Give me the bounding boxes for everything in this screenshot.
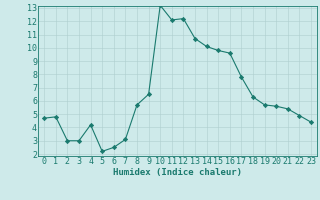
X-axis label: Humidex (Indice chaleur): Humidex (Indice chaleur) bbox=[113, 168, 242, 177]
